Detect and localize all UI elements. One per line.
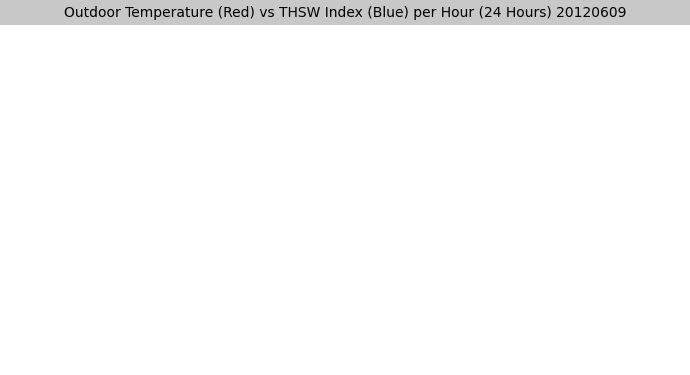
Text: Outdoor Temperature (Red) vs THSW Index (Blue) per Hour (24 Hours) 20120609: Outdoor Temperature (Red) vs THSW Index … (63, 6, 627, 20)
Text: Copyright 2012 Cartronics.com: Copyright 2012 Cartronics.com (48, 32, 201, 42)
